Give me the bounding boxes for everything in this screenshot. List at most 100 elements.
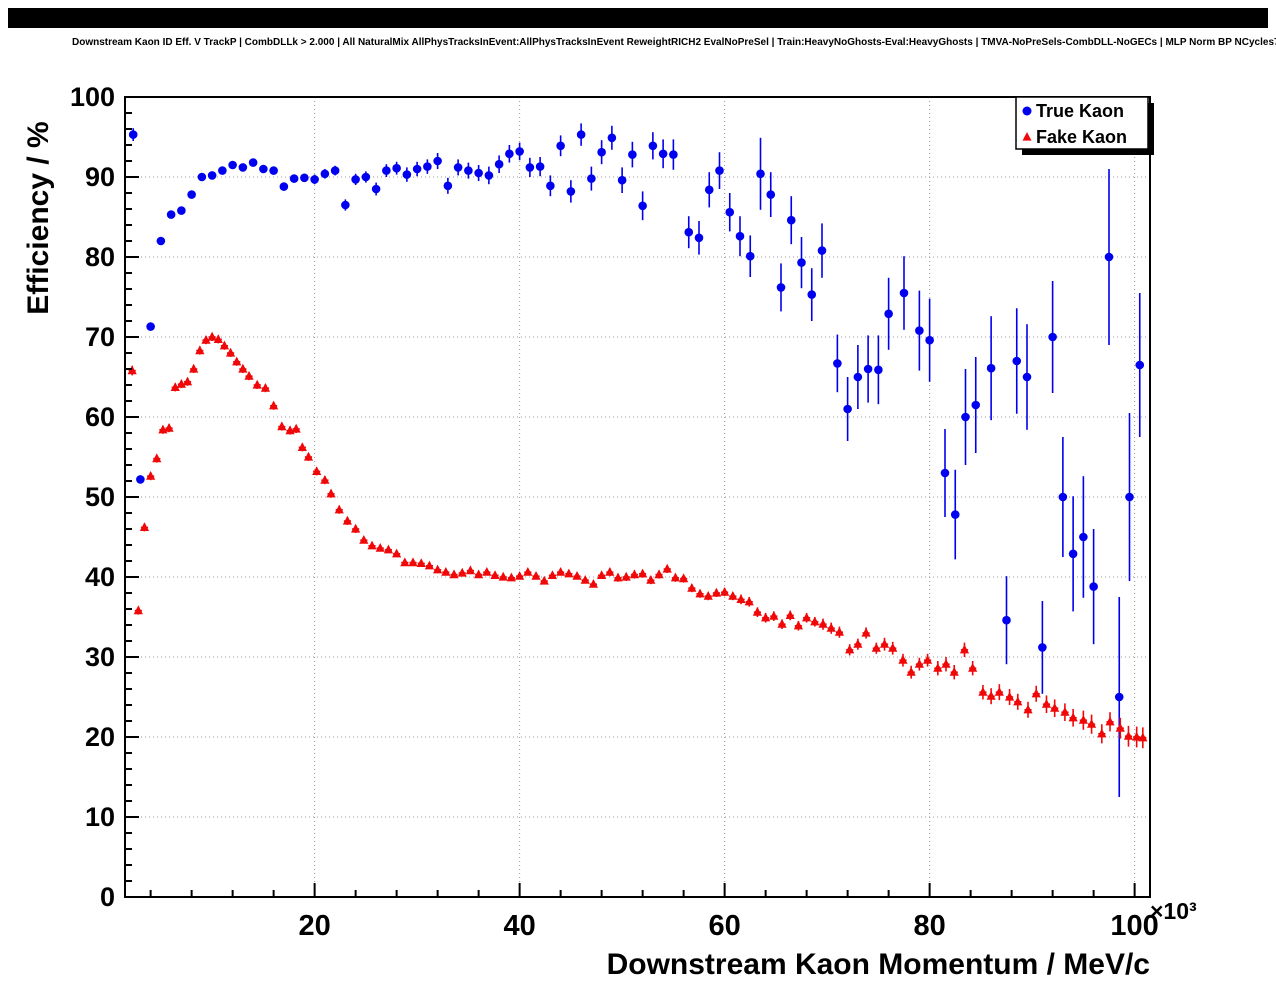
fake-kaon-point [152, 453, 162, 463]
fake-kaon-point [127, 365, 137, 375]
fake-kaon-point [297, 442, 307, 451]
fake-kaon-point [547, 570, 558, 579]
fake-kaon-point [761, 612, 771, 622]
true-kaon-point [464, 166, 473, 175]
fake-kaon-point [986, 691, 996, 700]
y-tick-label: 50 [85, 482, 115, 512]
y-tick-label: 60 [85, 402, 115, 432]
true-kaon-point [187, 190, 196, 199]
true-kaon-point [1022, 372, 1032, 382]
fake-kaon-point [392, 548, 402, 558]
true-kaon-point [884, 309, 893, 319]
true-kaon-point [443, 181, 453, 191]
fake-kaon-point [375, 543, 385, 552]
true-kaon-legend-marker-icon [1022, 106, 1032, 116]
fake-kaon-point [383, 544, 394, 554]
true-kaon-point [961, 412, 970, 422]
fake-kaon-point [539, 575, 549, 585]
legend-label: Fake Kaon [1036, 127, 1127, 147]
plot-title: Downstream Kaon ID Eff. V TrackP | CombD… [72, 37, 1276, 48]
fake-kaon-point [1086, 719, 1097, 728]
fake-kaon-point [826, 623, 836, 632]
true-kaon-point [128, 130, 138, 139]
fake-kaon-point [861, 627, 871, 637]
fake-kaon-point [662, 563, 672, 573]
fake-kaon-point [785, 610, 795, 619]
true-kaon-point [1125, 492, 1134, 502]
fake-kaon-point [720, 587, 730, 596]
fake-kaon-point [679, 573, 689, 583]
fake-kaon-point [1115, 723, 1125, 732]
fake-kaon-point [933, 663, 943, 672]
fake-kaon-point [1132, 731, 1142, 741]
true-kaon-point [853, 372, 863, 382]
fake-kaon-point [818, 619, 828, 628]
y-tick-label: 30 [85, 642, 115, 672]
legend-item-fake-kaon: Fake Kaon [1022, 127, 1127, 147]
fake-kaon-point [320, 475, 330, 484]
fake-kaon-point [531, 571, 541, 580]
fake-kaon-point [879, 639, 890, 648]
x-tick-label: 80 [913, 910, 945, 942]
fake-kaon-point [291, 423, 301, 433]
fake-kaon-point [359, 535, 369, 544]
true-kaon-point [556, 141, 565, 151]
fake-kaon-point [244, 371, 254, 380]
true-kaon-point [494, 159, 504, 169]
true-kaon-point [320, 169, 330, 179]
true-kaon-point [576, 130, 586, 139]
fake-kaon-point [654, 569, 664, 579]
fake-kaon-point [170, 382, 180, 391]
true-kaon-point [971, 400, 981, 410]
true-kaon-point [423, 162, 432, 171]
fake-kaon-point [433, 564, 443, 574]
fake-kaon-point [1031, 688, 1041, 698]
fake-kaon-point [201, 335, 211, 344]
fake-kaon-point [146, 471, 156, 480]
true-kaon-point [607, 133, 617, 143]
fake-kaon-point [277, 421, 287, 431]
fake-kaon-point [564, 568, 574, 578]
fake-kaon-point [613, 572, 623, 582]
fake-kaon-point [597, 570, 607, 579]
true-kaon-point [207, 171, 217, 180]
true-kaon-point [658, 149, 668, 159]
true-kaon-point [248, 158, 258, 167]
x-axis-exponent: ×10³ [1150, 898, 1197, 924]
fake-kaon-legend-marker-icon [1022, 132, 1032, 141]
true-kaon-point [546, 181, 555, 191]
fake-kaon-point [465, 565, 476, 575]
true-kaon-point [402, 170, 412, 179]
true-kaon-point [177, 206, 186, 215]
true-kaon-point [833, 359, 842, 368]
fake-kaon-point [769, 611, 779, 620]
true-kaon-point [669, 150, 678, 159]
fake-kaon-point [474, 569, 484, 579]
fake-kaon-point [523, 567, 533, 576]
true-kaon-point [197, 172, 207, 182]
true-kaon-point [330, 166, 340, 175]
fake-kaon-point [588, 579, 599, 588]
fake-kaon-point [424, 560, 435, 570]
fake-kaon-point [457, 567, 467, 577]
true-kaon-point [228, 160, 237, 170]
fake-kaon-point [441, 567, 451, 576]
fake-kaon-point [834, 627, 845, 636]
legend-item-true-kaon: True Kaon [1022, 101, 1124, 121]
true-kaon-point [735, 231, 745, 241]
fake-kaon-point [133, 605, 143, 615]
true-kaon-point [725, 207, 735, 217]
fake-kaon-point [638, 568, 648, 578]
fake-kaon-point [498, 571, 508, 581]
fake-kaon-point [482, 567, 492, 576]
fake-kaon-point [922, 655, 933, 664]
fake-kaon-point [303, 451, 314, 461]
fake-kaon-point [728, 591, 738, 600]
true-kaon-point [269, 166, 278, 175]
legend: True Kaon Fake Kaon [1015, 96, 1154, 155]
fake-kaon-point [1078, 715, 1088, 724]
fake-kaon-point [845, 644, 855, 654]
fake-kaon-point [871, 643, 881, 652]
true-kaon-point [535, 162, 545, 171]
y-axis-title: Efficiency / % [22, 121, 55, 315]
